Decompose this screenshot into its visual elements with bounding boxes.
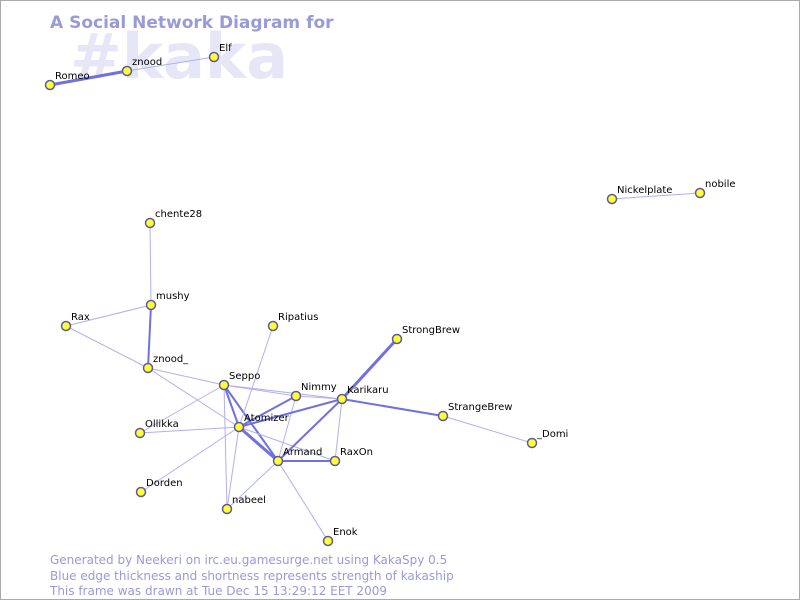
edge <box>65 325 149 369</box>
edge <box>49 69 128 87</box>
node-label: Rax <box>71 312 90 323</box>
node <box>142 362 154 374</box>
node-label: Ripatius <box>278 312 318 323</box>
edge <box>277 395 297 462</box>
node-label: StrangeBrew <box>448 402 512 413</box>
channel-watermark: #kaka <box>70 20 288 93</box>
edge <box>340 337 399 401</box>
edge <box>238 398 343 428</box>
node <box>218 379 230 391</box>
node-label: Nickelplate <box>617 185 672 196</box>
node <box>135 486 147 498</box>
edge <box>139 426 240 434</box>
edge <box>140 426 240 493</box>
edge <box>442 415 533 444</box>
edge <box>149 222 152 306</box>
edge <box>238 426 336 462</box>
edge <box>223 384 297 397</box>
edge <box>277 460 329 542</box>
edge <box>334 398 343 462</box>
footer-line: Blue edge thickness and shortness repres… <box>50 569 454 583</box>
edge <box>611 192 701 200</box>
node-label: StrongBrew <box>402 325 460 336</box>
node <box>134 427 146 439</box>
node-label: Seppo <box>229 371 260 382</box>
edge <box>147 367 225 386</box>
node <box>44 79 56 91</box>
edge <box>238 325 274 428</box>
node <box>272 455 284 467</box>
edge <box>238 425 279 463</box>
edge <box>226 426 240 510</box>
node-label: _Domi <box>536 429 568 440</box>
node-label: Elf <box>219 43 232 54</box>
node <box>267 320 279 332</box>
edge <box>126 56 215 72</box>
node-label: chente28 <box>155 209 202 220</box>
edge <box>341 398 444 417</box>
node-label: Dorden <box>146 478 183 489</box>
node <box>322 535 334 547</box>
node <box>233 421 245 433</box>
node <box>526 437 538 449</box>
node <box>144 217 156 229</box>
edge <box>223 384 228 510</box>
node <box>145 299 157 311</box>
node-label: znood_ <box>153 354 189 365</box>
node <box>208 51 220 63</box>
node-label: Romeo <box>55 71 90 82</box>
node <box>694 187 706 199</box>
edge <box>277 398 343 462</box>
node-label: Karikaru <box>347 385 389 396</box>
node-label: RaxOn <box>340 447 373 458</box>
node <box>329 455 341 467</box>
node-label: nobile <box>705 179 736 190</box>
edge <box>223 384 240 428</box>
edge <box>139 384 225 434</box>
node-label: Enok <box>333 527 358 538</box>
edge <box>223 384 343 400</box>
node <box>391 333 403 345</box>
node-label: mushy <box>156 291 190 302</box>
node <box>336 393 348 405</box>
node <box>437 410 449 422</box>
edge <box>295 395 343 400</box>
edge <box>65 304 152 327</box>
node-label: Armand <box>283 447 322 458</box>
node-label: nabeel <box>232 495 266 506</box>
footer-line: This frame was drawn at Tue Dec 15 13:29… <box>49 584 387 598</box>
node-label: Atomizer <box>244 413 290 424</box>
title: A Social Network Diagram for <box>50 13 334 33</box>
node <box>290 390 302 402</box>
node <box>221 503 233 515</box>
edge <box>147 304 152 369</box>
node <box>606 193 618 205</box>
node <box>60 320 72 332</box>
node-label: Ollikka <box>145 419 179 430</box>
node-label: Nimmy <box>301 382 337 393</box>
node-label: znood <box>132 57 162 68</box>
footer-line: Generated by Neekeri on irc.eu.gamesurge… <box>50 553 447 567</box>
edge <box>226 460 279 510</box>
edge <box>147 367 240 428</box>
edge <box>238 395 297 428</box>
node <box>121 65 133 77</box>
